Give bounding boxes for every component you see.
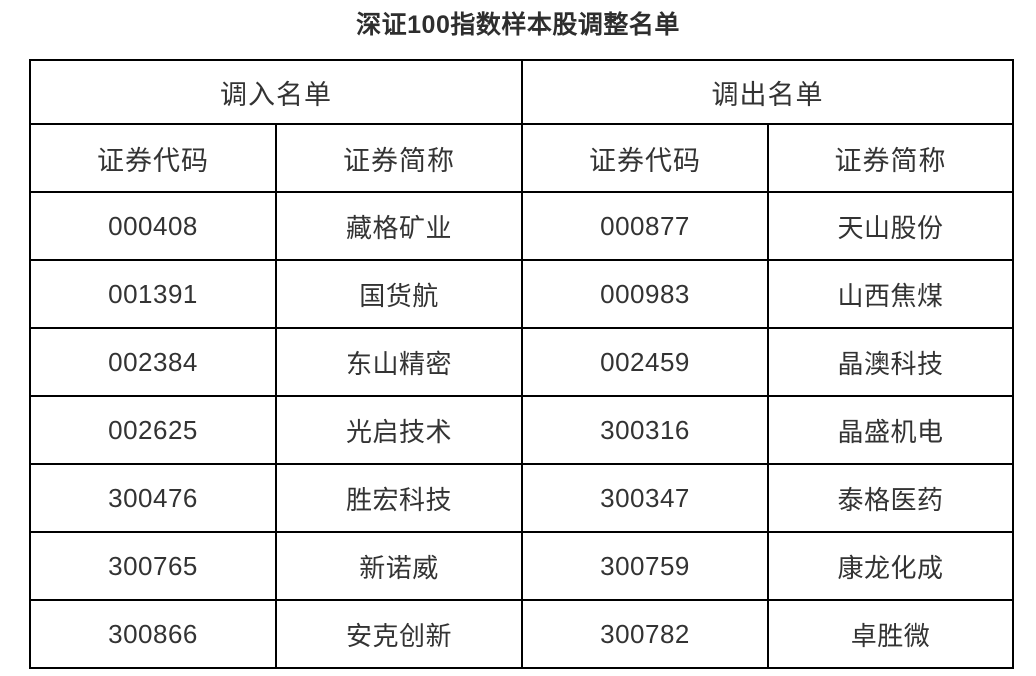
table-row: 300866 安克创新 300782 卓胜微 <box>29 599 1014 669</box>
cell-inflow-code: 002384 <box>29 327 277 397</box>
cell-outflow-name: 晶盛机电 <box>767 395 1014 465</box>
table-body: 调入名单 调出名单 证券代码 证券简称 证券代码 证券简称 000408 藏格矿… <box>29 59 1014 669</box>
table-container: 调入名单 调出名单 证券代码 证券简称 证券代码 证券简称 000408 藏格矿… <box>29 59 1014 669</box>
cell-outflow-name: 卓胜微 <box>767 599 1014 669</box>
table-row: 300765 新诺威 300759 康龙化成 <box>29 531 1014 601</box>
cell-outflow-code: 300316 <box>521 395 769 465</box>
table-row: 002625 光启技术 300316 晶盛机电 <box>29 395 1014 465</box>
cell-outflow-code: 000877 <box>521 191 769 261</box>
cell-inflow-code: 000408 <box>29 191 277 261</box>
cell-inflow-code: 300866 <box>29 599 277 669</box>
group-header-inflow: 调入名单 <box>29 59 523 125</box>
group-header-outflow: 调出名单 <box>521 59 1014 125</box>
cell-outflow-code: 002459 <box>521 327 769 397</box>
column-header-outflow-code: 证券代码 <box>521 123 769 193</box>
cell-outflow-name: 康龙化成 <box>767 531 1014 601</box>
cell-inflow-code: 300765 <box>29 531 277 601</box>
cell-outflow-name: 山西焦煤 <box>767 259 1014 329</box>
index-adjustment-table: 调入名单 调出名单 证券代码 证券简称 证券代码 证券简称 000408 藏格矿… <box>29 59 1014 669</box>
cell-inflow-name: 光启技术 <box>275 395 523 465</box>
cell-inflow-name: 安克创新 <box>275 599 523 669</box>
cell-outflow-code: 300782 <box>521 599 769 669</box>
column-header-row: 证券代码 证券简称 证券代码 证券简称 <box>29 123 1014 193</box>
column-header-inflow-code: 证券代码 <box>29 123 277 193</box>
cell-outflow-name: 泰格医药 <box>767 463 1014 533</box>
cell-inflow-code: 002625 <box>29 395 277 465</box>
cell-outflow-code: 300759 <box>521 531 769 601</box>
cell-outflow-code: 300347 <box>521 463 769 533</box>
cell-inflow-name: 藏格矿业 <box>275 191 523 261</box>
cell-inflow-name: 胜宏科技 <box>275 463 523 533</box>
cell-outflow-name: 晶澳科技 <box>767 327 1014 397</box>
page-title: 深证100指数样本股调整名单 <box>356 11 680 39</box>
table-row: 000408 藏格矿业 000877 天山股份 <box>29 191 1014 261</box>
cell-inflow-code: 300476 <box>29 463 277 533</box>
cell-inflow-name: 东山精密 <box>275 327 523 397</box>
table-row: 300476 胜宏科技 300347 泰格医药 <box>29 463 1014 533</box>
cell-outflow-name: 天山股份 <box>767 191 1014 261</box>
cell-inflow-name: 国货航 <box>275 259 523 329</box>
table-row: 002384 东山精密 002459 晶澳科技 <box>29 327 1014 397</box>
cell-outflow-code: 000983 <box>521 259 769 329</box>
column-header-inflow-name: 证券简称 <box>275 123 523 193</box>
column-header-outflow-name: 证券简称 <box>767 123 1014 193</box>
cell-inflow-code: 001391 <box>29 259 277 329</box>
group-header-row: 调入名单 调出名单 <box>29 59 1014 125</box>
table-row: 001391 国货航 000983 山西焦煤 <box>29 259 1014 329</box>
cell-inflow-name: 新诺威 <box>275 531 523 601</box>
